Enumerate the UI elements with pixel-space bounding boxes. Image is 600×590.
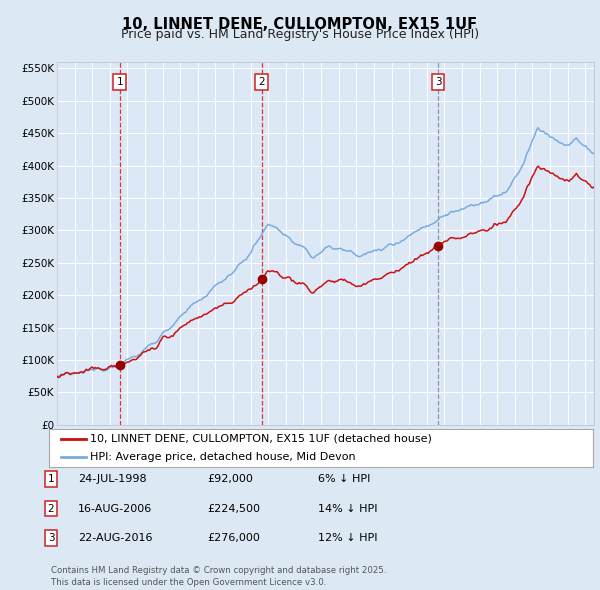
Text: Contains HM Land Registry data © Crown copyright and database right 2025.
This d: Contains HM Land Registry data © Crown c… — [51, 566, 386, 587]
Text: 6% ↓ HPI: 6% ↓ HPI — [318, 474, 370, 484]
Text: HPI: Average price, detached house, Mid Devon: HPI: Average price, detached house, Mid … — [90, 453, 356, 463]
Text: 10, LINNET DENE, CULLOMPTON, EX15 1UF: 10, LINNET DENE, CULLOMPTON, EX15 1UF — [122, 17, 478, 31]
Text: 24-JUL-1998: 24-JUL-1998 — [78, 474, 146, 484]
Text: 2: 2 — [47, 504, 55, 513]
Text: £92,000: £92,000 — [207, 474, 253, 484]
Text: 3: 3 — [434, 77, 442, 87]
Text: 22-AUG-2016: 22-AUG-2016 — [78, 533, 152, 543]
Text: 10, LINNET DENE, CULLOMPTON, EX15 1UF (detached house): 10, LINNET DENE, CULLOMPTON, EX15 1UF (d… — [90, 434, 432, 444]
Text: Price paid vs. HM Land Registry's House Price Index (HPI): Price paid vs. HM Land Registry's House … — [121, 28, 479, 41]
Text: £276,000: £276,000 — [207, 533, 260, 543]
Text: 16-AUG-2006: 16-AUG-2006 — [78, 504, 152, 513]
Text: 3: 3 — [47, 533, 55, 543]
Text: 1: 1 — [116, 77, 123, 87]
Text: 2: 2 — [258, 77, 265, 87]
Text: 14% ↓ HPI: 14% ↓ HPI — [318, 504, 377, 513]
Text: £224,500: £224,500 — [207, 504, 260, 513]
Text: 1: 1 — [47, 474, 55, 484]
Text: 12% ↓ HPI: 12% ↓ HPI — [318, 533, 377, 543]
